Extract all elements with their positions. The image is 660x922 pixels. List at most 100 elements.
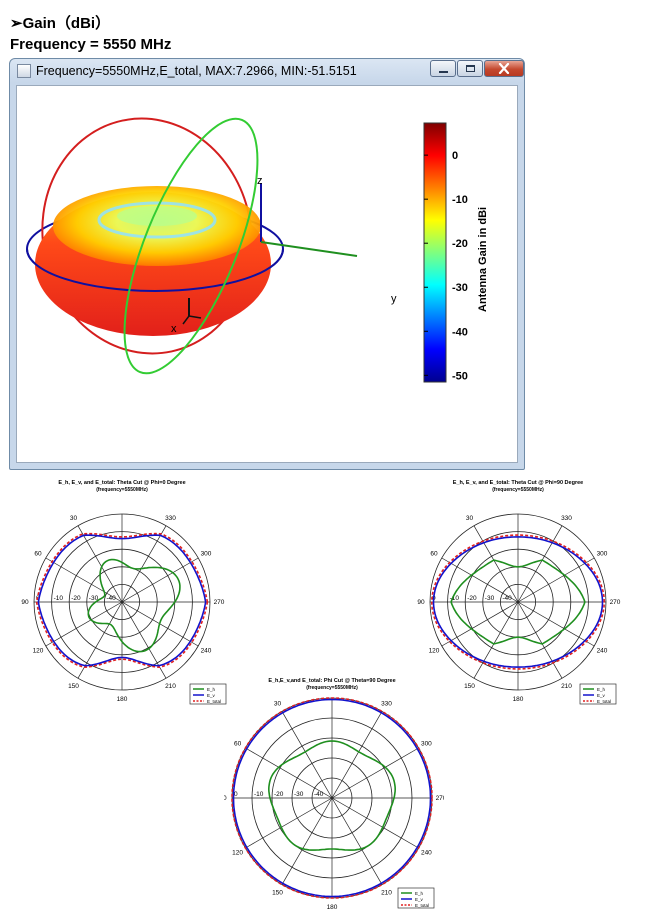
colorbar-label: Antenna Gain in dBi [477,207,489,312]
polar-spoke [331,797,383,885]
polar-plot: E_h, E_v, and E_total: Theta Cut @ Phi=0… [21,480,227,705]
polar-spoke [281,711,333,799]
angle-label: 90 [417,599,425,606]
chart-title: E_h, E_v, and E_total: Theta Cut @ Phi=0… [58,480,185,486]
colorbar-tick-label: -50 [452,370,468,382]
angle-label: 330 [381,701,392,708]
angle-label: 240 [201,648,212,655]
polar-chart-phi90: E_h, E_v, and E_total: Theta Cut @ Phi=9… [417,480,621,705]
angle-label: 300 [201,551,212,558]
origin-marker [182,315,190,325]
maximize-button[interactable] [457,60,483,77]
polar-spoke [517,601,595,647]
axis-label-z: z [257,175,263,187]
angle-label: 30 [70,515,78,522]
app-icon[interactable] [17,64,31,78]
chart-title: E_h, E_v, and E_total: Theta Cut @ Phi=9… [453,480,583,486]
colorbar-tick-label: -20 [452,238,468,250]
colorbar-tick-label: -40 [452,326,468,338]
polar-spoke [517,601,563,679]
polar-spoke [517,557,595,603]
radial-label: -30 [485,595,495,602]
legend-entry: E_h [597,687,606,692]
angle-label: 300 [597,551,608,558]
angle-label: 180 [327,904,338,911]
minimize-button[interactable] [430,60,456,77]
legend: E_hE_vE_total [397,887,435,909]
polar-spoke [45,557,123,603]
section-heading-frequency: Frequency = 5550 MHz [10,36,172,53]
series-e-h [450,559,586,645]
close-button[interactable] [484,60,524,77]
colorbar-tick-label: -10 [452,194,468,206]
angle-label: 60 [234,741,242,748]
radial-label: -40 [502,595,512,602]
angle-label: 30 [466,515,474,522]
angle-label: 270 [610,599,621,606]
legend: E_hE_vE_total [189,683,227,705]
radial-label: -30 [294,791,304,798]
radial-label: -20 [71,595,81,602]
series-e-h [87,558,181,653]
yz-ring [123,117,259,375]
series-e-total [35,532,209,669]
colorbar-tick-label: 0 [452,150,458,162]
radial-label: -20 [274,791,284,798]
polar-spoke [245,797,333,849]
figure-canvas: z y x 0 -10 -20 -30 -40 -50 Antenna Gain in dBi [16,85,518,463]
radial-label: -20 [467,595,477,602]
legend: E_hE_vE_total [579,683,617,705]
angle-label: 90 [224,795,227,802]
angle-label: 150 [272,889,283,896]
polar-spoke [473,601,519,679]
polar-spoke [331,711,383,799]
radiation-pattern-3d: z y x 0 -10 -20 -30 -40 -50 Antenna Gain in dBi [26,117,489,383]
polar-spoke [473,525,519,603]
polar-spoke [441,601,519,647]
colorbar-tick-label: -30 [452,282,468,294]
radial-label: -10 [450,595,460,602]
angle-label: 240 [421,850,432,857]
chart-subtitle: (frequency=5550MHz) [492,487,544,493]
radial-label: -40 [314,791,324,798]
angle-label: 330 [561,515,572,522]
origin-marker [188,315,202,319]
figure-window[interactable]: Frequency=5550MHz,E_total, MAX:7.2966, M… [9,58,525,470]
legend-entry: E_v [597,693,606,698]
series-e-h [267,740,397,851]
radial-label: 0 [234,791,238,798]
maximize-icon [465,65,475,72]
angle-label: 120 [232,850,243,857]
pattern-null-ring [97,201,217,239]
angle-label: 150 [68,683,79,690]
angle-label: 120 [33,648,44,655]
angle-label: 180 [513,696,524,703]
series-e-v [432,536,604,668]
polar-plot: E_h, E_v, and E_total: Theta Cut @ Phi=9… [417,480,621,705]
radial-label: -10 [254,791,264,798]
angle-label: 210 [381,889,392,896]
close-icon [498,63,510,74]
y-axis-line [260,241,358,257]
xy-ring-front [26,248,284,292]
polar-plot: E_h,E_v,and E_total: Phi Cut @ Theta=90 … [224,678,444,911]
series-e-v [37,534,207,667]
pattern-top-center [117,206,197,226]
polar-spoke [245,747,333,799]
angle-label: 90 [21,599,29,606]
axis-label-x: x [171,323,177,335]
polar-spoke [331,797,419,849]
colorbar [423,122,447,383]
angle-label: 210 [165,683,176,690]
polar-spoke [331,747,419,799]
window-title: Frequency=5550MHz,E_total, MAX:7.2966, M… [36,64,357,78]
angle-label: 150 [464,683,475,690]
angle-label: 60 [34,551,42,558]
angle-label: 180 [117,696,128,703]
polar-spoke [45,601,123,647]
angle-label: 270 [436,795,444,802]
legend-entry: E_total [207,699,221,704]
polar-spoke [77,525,123,603]
radial-label: -30 [89,595,99,602]
angle-label: 330 [165,515,176,522]
